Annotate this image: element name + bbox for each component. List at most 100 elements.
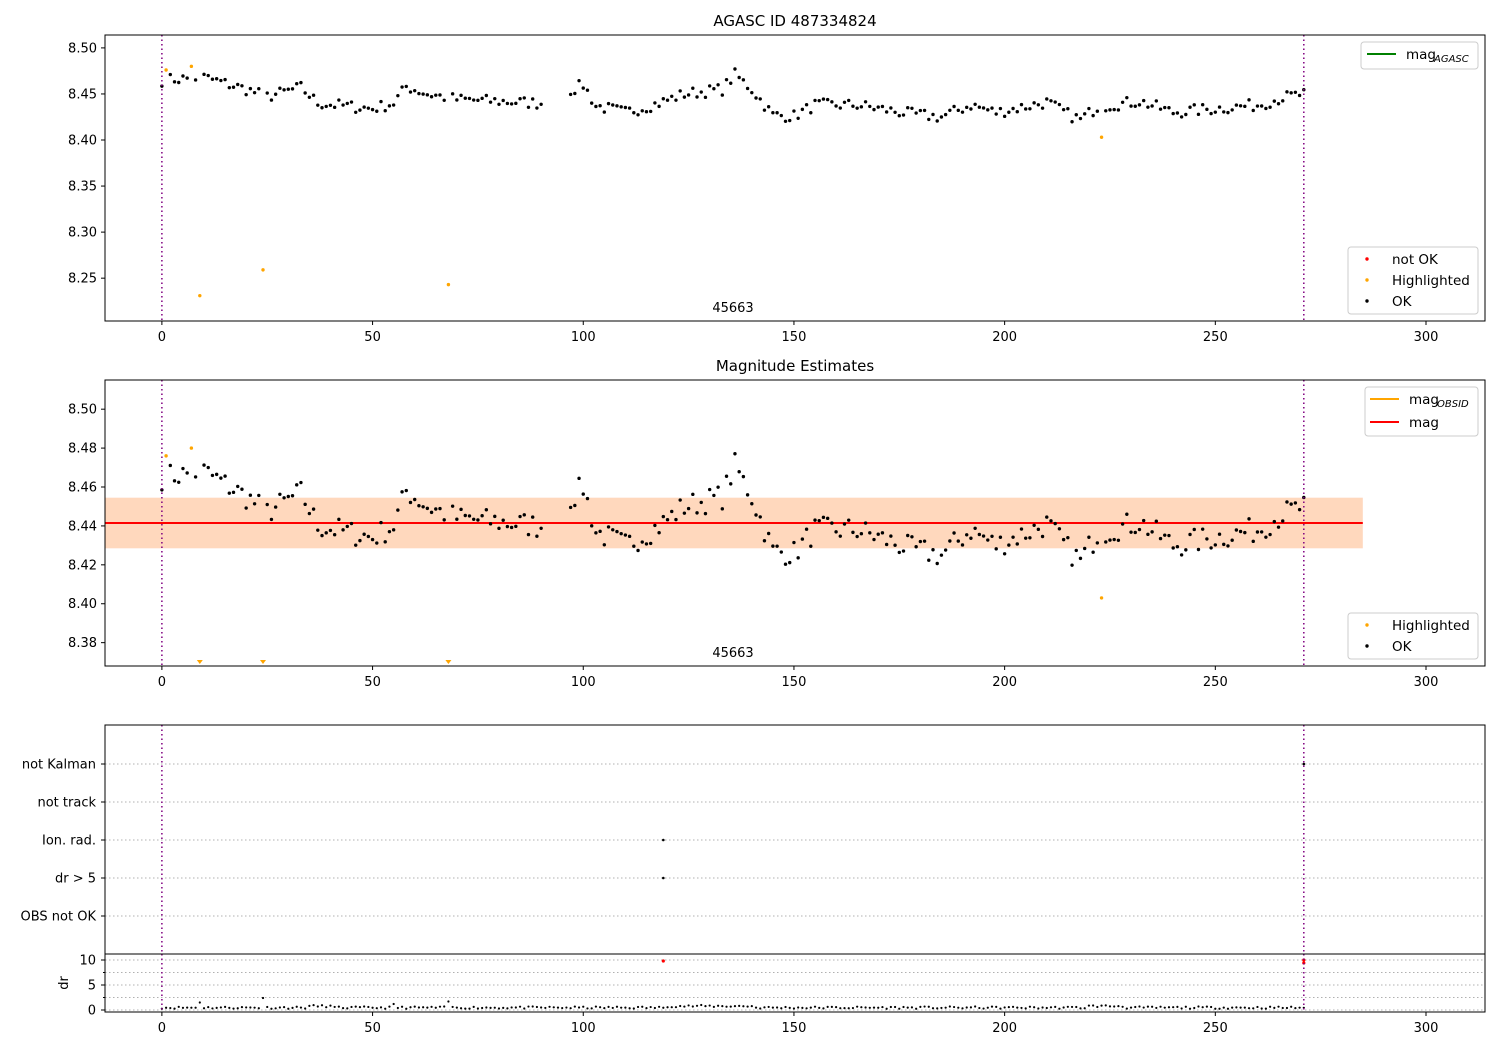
ok-point bbox=[611, 528, 615, 532]
dr-point bbox=[666, 1006, 669, 1009]
dr-point bbox=[1146, 1005, 1150, 1008]
ok-point bbox=[1133, 530, 1137, 535]
ok-point bbox=[497, 102, 501, 106]
ok-point bbox=[244, 92, 248, 97]
ok-point bbox=[316, 528, 320, 532]
dr-point bbox=[902, 1005, 905, 1009]
ok-point bbox=[682, 511, 687, 515]
dr-point bbox=[358, 1006, 362, 1009]
dr-point bbox=[797, 1006, 800, 1009]
dr-point bbox=[1172, 1006, 1175, 1009]
dr-point bbox=[599, 1006, 602, 1009]
ok-point bbox=[914, 545, 918, 549]
ok-point bbox=[1007, 110, 1011, 114]
panel-1-frame bbox=[104, 34, 1486, 322]
ok-point bbox=[674, 517, 678, 522]
ok-point bbox=[927, 117, 931, 122]
ok-point bbox=[1281, 99, 1285, 103]
dr-point bbox=[497, 1007, 501, 1010]
ok-point bbox=[986, 538, 990, 542]
dr-point bbox=[801, 1006, 804, 1009]
legend-marker bbox=[1365, 644, 1369, 648]
ok-point bbox=[674, 98, 678, 102]
dr-point bbox=[885, 1007, 888, 1010]
dr-point bbox=[202, 1007, 206, 1010]
ok-point bbox=[349, 521, 354, 526]
ok-point bbox=[661, 514, 666, 519]
ok-point bbox=[939, 115, 944, 119]
ok-point bbox=[948, 539, 952, 543]
dr-point bbox=[388, 1005, 391, 1008]
ok-point bbox=[257, 87, 261, 91]
ok-point bbox=[965, 533, 969, 537]
magnitude-estimates-panel: Magnitude Estimates 45663 0 50 100 150 200 25… bbox=[68, 357, 1486, 690]
ok-point bbox=[884, 110, 889, 114]
dr-point bbox=[1268, 1005, 1272, 1008]
ok-point bbox=[615, 529, 619, 534]
dr-point bbox=[750, 1005, 753, 1008]
ok-point bbox=[535, 534, 539, 538]
dr-point bbox=[889, 1005, 892, 1009]
ok-point bbox=[1015, 542, 1019, 546]
ok-point bbox=[354, 110, 358, 114]
dr-point bbox=[729, 1005, 732, 1008]
dr-point bbox=[1273, 1006, 1276, 1009]
ok-point bbox=[648, 109, 653, 114]
dr-point bbox=[506, 1007, 509, 1010]
dr-point bbox=[379, 1006, 383, 1009]
dr-point bbox=[245, 1006, 248, 1009]
ok-point bbox=[1146, 105, 1150, 109]
ok-point bbox=[1019, 102, 1024, 107]
dr-point bbox=[1197, 1005, 1200, 1008]
ok-point bbox=[594, 531, 598, 535]
dr-point bbox=[249, 1006, 252, 1009]
ok-point bbox=[1066, 107, 1070, 111]
ok-point bbox=[480, 513, 484, 518]
ok-point bbox=[948, 108, 952, 113]
p1-x-tick-label: 50 bbox=[364, 330, 381, 345]
ok-point bbox=[598, 529, 602, 534]
dr-point bbox=[282, 1006, 286, 1009]
ok-point bbox=[851, 104, 855, 108]
ok-point bbox=[295, 82, 299, 86]
ok-point bbox=[585, 496, 590, 501]
ok-point bbox=[1167, 533, 1171, 538]
ok-point bbox=[969, 536, 973, 540]
ok-point bbox=[817, 98, 821, 103]
ok-point bbox=[1104, 540, 1108, 544]
ok-point bbox=[391, 103, 396, 107]
ok-point bbox=[1002, 552, 1007, 556]
ok-point bbox=[413, 497, 417, 502]
ok-point bbox=[206, 73, 210, 78]
highlighted-point bbox=[189, 446, 194, 450]
highlighted-point bbox=[1099, 135, 1104, 139]
dr-point bbox=[173, 1007, 176, 1010]
ok-point bbox=[214, 472, 219, 477]
ok-point bbox=[1125, 95, 1129, 100]
ok-point bbox=[530, 97, 535, 101]
dr-point bbox=[687, 1004, 690, 1007]
ok-point bbox=[177, 480, 181, 484]
dr-point bbox=[211, 1007, 214, 1010]
ok-point bbox=[1049, 99, 1053, 103]
ok-point bbox=[219, 476, 223, 480]
ok-point bbox=[1011, 535, 1015, 539]
dr-point bbox=[232, 1007, 235, 1010]
dr-point bbox=[649, 1005, 652, 1009]
ok-point bbox=[897, 550, 901, 555]
legend-marker bbox=[1365, 623, 1369, 627]
dr-point bbox=[919, 1005, 922, 1008]
ok-point bbox=[809, 544, 813, 548]
ok-point bbox=[459, 507, 463, 512]
ok-point bbox=[455, 98, 459, 102]
ok-point bbox=[526, 105, 531, 109]
dr-point bbox=[291, 1006, 294, 1009]
dr-point bbox=[228, 1006, 231, 1009]
ok-point bbox=[876, 105, 880, 109]
ok-point bbox=[501, 518, 505, 522]
ok-point bbox=[842, 522, 847, 526]
flag-point bbox=[1302, 762, 1306, 766]
ok-point bbox=[252, 502, 257, 506]
dr-axis-label: dr bbox=[57, 976, 72, 990]
dr-point bbox=[198, 1001, 201, 1004]
